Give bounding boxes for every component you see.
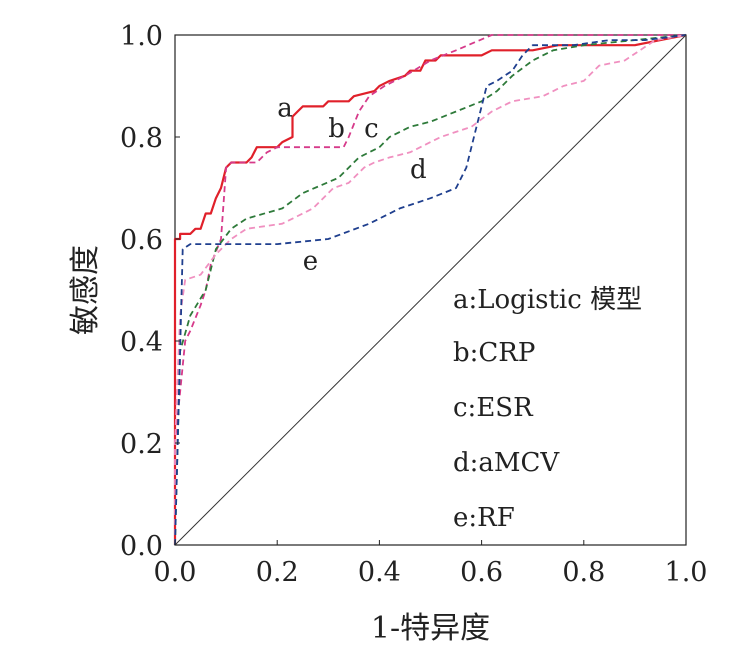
legend-entry-e: e:RF xyxy=(453,503,515,533)
ticks-layer: 0.0 0.2 0.4 0.6 0.8 1.0 0.0 0.2 0.4 0.6 0.8 1.0 xyxy=(120,21,707,588)
curves-layer xyxy=(173,33,687,546)
curve-label-b: b xyxy=(328,114,345,144)
curve-label-a: a xyxy=(277,94,293,124)
x-axis-title: 1-特异度 xyxy=(371,611,490,646)
legend-entry-d: d:aMCV xyxy=(453,448,560,478)
y-tick-label: 0.2 xyxy=(120,429,163,460)
y-tick-label: 0.4 xyxy=(120,327,163,358)
y-tick-label: 0.6 xyxy=(120,225,163,256)
legend-entry-a: a:Logistic 模型 xyxy=(453,285,642,315)
curve-label-d: d xyxy=(410,155,427,185)
y-tick-label: 0.8 xyxy=(120,123,163,154)
legend: a:Logistic 模型 b:CRP c:ESR d:aMCV e:RF xyxy=(453,285,642,533)
legend-entry-c: c:ESR xyxy=(453,393,534,423)
roc-curve-d xyxy=(174,34,687,545)
y-tick-label: 0.0 xyxy=(120,531,163,562)
x-tick-label: 0.0 xyxy=(154,557,197,588)
x-tick-label: 0.6 xyxy=(460,557,503,588)
x-tick-label: 1.0 xyxy=(665,557,708,588)
x-tick-label: 0.2 xyxy=(256,557,299,588)
roc-curve-a xyxy=(173,33,687,545)
curve-label-e: e xyxy=(303,247,318,277)
roc-curve-e xyxy=(174,34,687,546)
legend-entry-b: b:CRP xyxy=(453,338,535,368)
curve-label-c: c xyxy=(364,114,379,144)
reference-diagonal-line xyxy=(174,34,687,546)
roc-curve-b xyxy=(174,34,686,545)
y-tick-label: 1.0 xyxy=(120,21,163,52)
y-axis-title: 敏感度 xyxy=(68,245,103,335)
x-tick-label: 0.8 xyxy=(562,557,605,588)
x-tick-label: 0.4 xyxy=(358,557,401,588)
